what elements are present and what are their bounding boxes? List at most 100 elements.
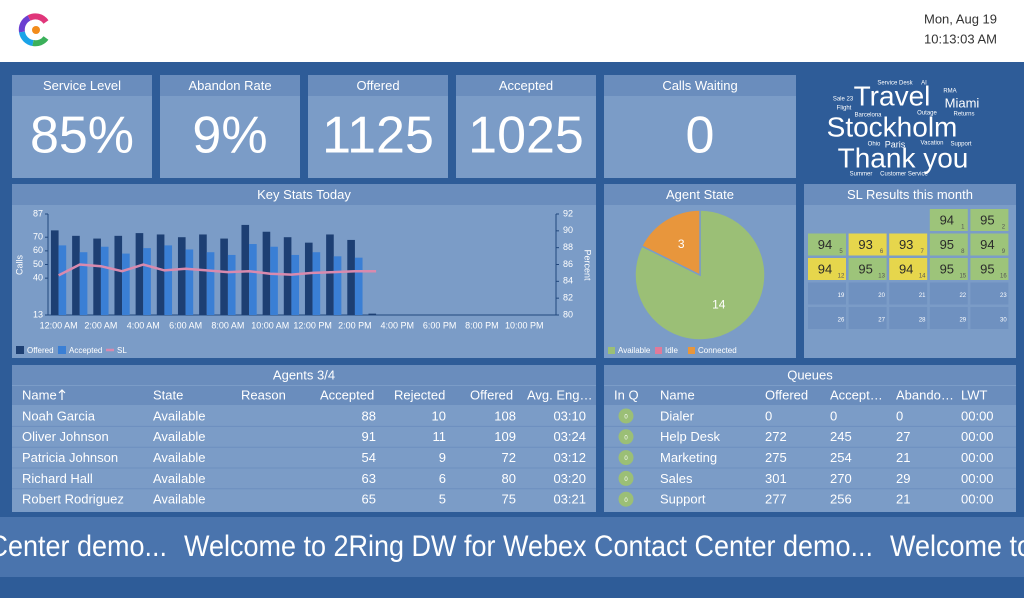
bar [283, 237, 292, 315]
sl-cell [970, 258, 1009, 280]
bar [122, 253, 130, 315]
sl-line [58, 263, 377, 277]
cell: 0 [624, 477, 628, 483]
bar [72, 235, 80, 315]
sl-value: 95 [940, 237, 954, 252]
bar [333, 256, 342, 315]
sl-day: 29 [959, 318, 966, 324]
queue-badge [618, 491, 634, 507]
sl-day: 8 [961, 249, 965, 255]
bar [241, 224, 250, 315]
bar [164, 245, 173, 315]
tile-value: 0 [686, 107, 715, 165]
y-tick-label: 87 [33, 208, 43, 218]
cloud-word: Support [950, 142, 971, 148]
bar [177, 237, 186, 315]
bar [354, 257, 363, 315]
cell: 54 [362, 450, 376, 465]
y2-tick-label: 82 [563, 293, 573, 303]
cell: 00:00 [961, 492, 994, 507]
sl-cell [889, 307, 928, 329]
bar [227, 254, 236, 315]
cell: 72 [502, 450, 516, 465]
cloud-word: Miami [945, 95, 980, 110]
sl-cell [970, 282, 1009, 305]
legend-label: Idle [665, 346, 678, 355]
panel-header [456, 75, 596, 96]
sl-cell [808, 307, 846, 329]
bar [199, 234, 207, 315]
column-header: State [153, 387, 183, 402]
cell: 256 [830, 492, 852, 507]
cell: 03:24 [553, 429, 586, 444]
legend-label: Connected [698, 346, 737, 355]
panel [12, 184, 596, 358]
cloud-word: Paris [885, 139, 906, 149]
bar [368, 313, 377, 315]
cell: Richard Hall [22, 471, 93, 486]
sl-cell [848, 258, 887, 280]
cell: 245 [830, 429, 852, 444]
sl-cell [929, 209, 968, 231]
sl-value: 93 [858, 237, 872, 252]
panel-title: Agent State [666, 187, 734, 202]
cloud-word: Customer Service [880, 172, 928, 178]
sl-day: 15 [959, 274, 966, 280]
bar [135, 233, 144, 315]
panel-title: Accepted [499, 78, 553, 93]
bar [143, 248, 151, 315]
x-tick-label: 2:00 PM [338, 320, 372, 330]
cell: 21 [896, 492, 910, 507]
y-tick-label: 50 [33, 259, 43, 269]
table-header [604, 386, 1016, 405]
cell: 03:10 [553, 408, 586, 423]
bottom-band [0, 577, 1024, 598]
cell: 5 [439, 492, 446, 507]
bar [326, 234, 334, 315]
cloud-word: Thank you [838, 142, 969, 173]
logo[interactable] [18, 13, 49, 47]
cell: Available [153, 408, 206, 423]
cell: Available [153, 450, 206, 465]
cell: Patricia Johnson [22, 450, 118, 465]
cloud-word: Vacation [921, 141, 944, 147]
cloud-word: Travel [854, 80, 931, 111]
sl-day: 16 [1000, 274, 1007, 280]
bar [185, 249, 194, 315]
sl-cell [929, 307, 968, 329]
cell: 0 [624, 415, 628, 421]
cell: 0 [896, 408, 903, 423]
sl-cell [889, 233, 928, 256]
cell: 0 [624, 498, 628, 504]
cell: 27 [896, 429, 910, 444]
sl-cell [808, 233, 846, 256]
cell: 00:00 [961, 429, 994, 444]
bar [79, 252, 88, 315]
cell: Support [660, 492, 706, 507]
legend-swatch [16, 346, 24, 354]
y-axis-title: Calls [14, 255, 24, 276]
x-tick-label: 8:00 AM [211, 320, 244, 330]
cell: 03:12 [553, 450, 586, 465]
time: 10:13:03 AM [924, 31, 997, 46]
sl-value: 94 [818, 261, 832, 276]
sl-day: 30 [1000, 318, 1007, 324]
cell: Oliver Johnson [22, 429, 109, 444]
sl-value: 95 [980, 212, 994, 227]
legend-swatch [655, 347, 662, 354]
sl-day: 1 [961, 225, 965, 231]
cell: 0 [765, 408, 772, 423]
sort-icon[interactable] [58, 389, 66, 400]
bar [291, 254, 300, 315]
x-tick-label: 12:00 AM [40, 320, 78, 330]
bar [270, 246, 278, 315]
bar [93, 238, 101, 315]
legend-label: Offered [27, 346, 54, 355]
sl-cell [929, 258, 968, 280]
panel-header [160, 75, 300, 96]
cell: Available [153, 492, 206, 507]
cloud-word: AI [921, 81, 927, 87]
sl-cell [889, 258, 928, 280]
